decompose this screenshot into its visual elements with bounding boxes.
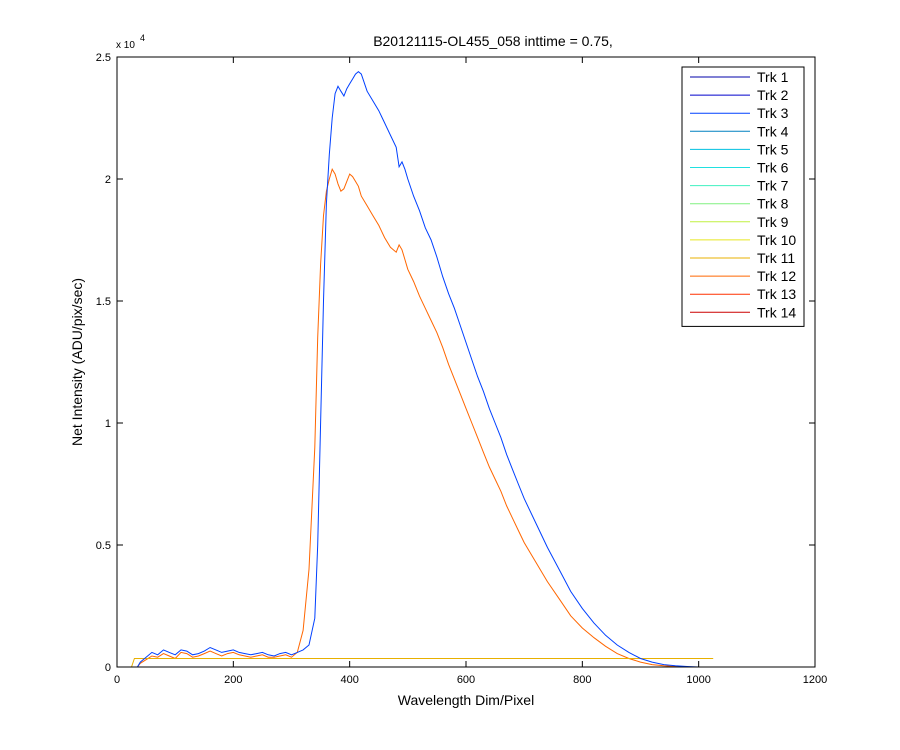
y-tick-label: 2 [105, 174, 111, 186]
y-exponent-power: 4 [140, 33, 145, 43]
legend-label: Trk 9 [757, 214, 789, 230]
legend-label: Trk 8 [757, 196, 789, 212]
legend: Trk 1 Trk 2 Trk 3 Trk 4 Trk 5 Trk 6 Trk 7 Trk 8… [681, 66, 805, 327]
y-tick-label: 0.5 [96, 540, 111, 552]
legend-label: Trk 7 [757, 178, 789, 194]
legend-label: Trk 14 [757, 304, 796, 320]
x-axis-label: Wavelength Dim/Pixel [398, 692, 534, 708]
series-line-trk-3 [117, 70, 714, 668]
legend-label: Trk 5 [757, 141, 789, 157]
chart-title: B20121115-OL455_058 inttime = 0.75, [373, 33, 613, 49]
y-axis-label: Net Intensity (ADU/pix/sec) [69, 278, 85, 446]
y-exponent-base: x 10 [116, 40, 135, 51]
x-tick-label: 800 [573, 674, 591, 686]
y-tick-label: 0 [105, 662, 111, 674]
axes: 0 200 400 600 800 1000 1200 0 0.5 1 1.5 2 2.5 [96, 52, 828, 686]
legend-label: Trk 2 [757, 87, 789, 103]
x-tick-label: 200 [224, 674, 242, 686]
legend-label: Trk 11 [757, 250, 795, 266]
x-tick-label: 1000 [686, 674, 710, 686]
series-line-trk-12 [117, 167, 714, 668]
legend-label: Trk 13 [757, 286, 796, 302]
legend-box [681, 66, 805, 327]
legend-label: Trk 3 [757, 105, 789, 121]
y-tick-label: 2.5 [96, 52, 111, 64]
legend-label: Trk 10 [757, 232, 796, 248]
legend-label: Trk 4 [757, 123, 789, 139]
x-tick-label: 1200 [803, 674, 827, 686]
series-line-trk-11 [117, 658, 714, 668]
y-tick-label: 1.5 [96, 296, 111, 308]
x-tick-label: 0 [114, 674, 120, 686]
legend-label: Trk 12 [757, 268, 796, 284]
x-tick-label: 400 [340, 674, 358, 686]
y-tick-label: 1 [105, 418, 111, 430]
x-tick-label: 600 [457, 674, 475, 686]
legend-label: Trk 1 [757, 69, 789, 85]
plot-lines [117, 70, 714, 668]
legend-label: Trk 6 [757, 160, 789, 176]
